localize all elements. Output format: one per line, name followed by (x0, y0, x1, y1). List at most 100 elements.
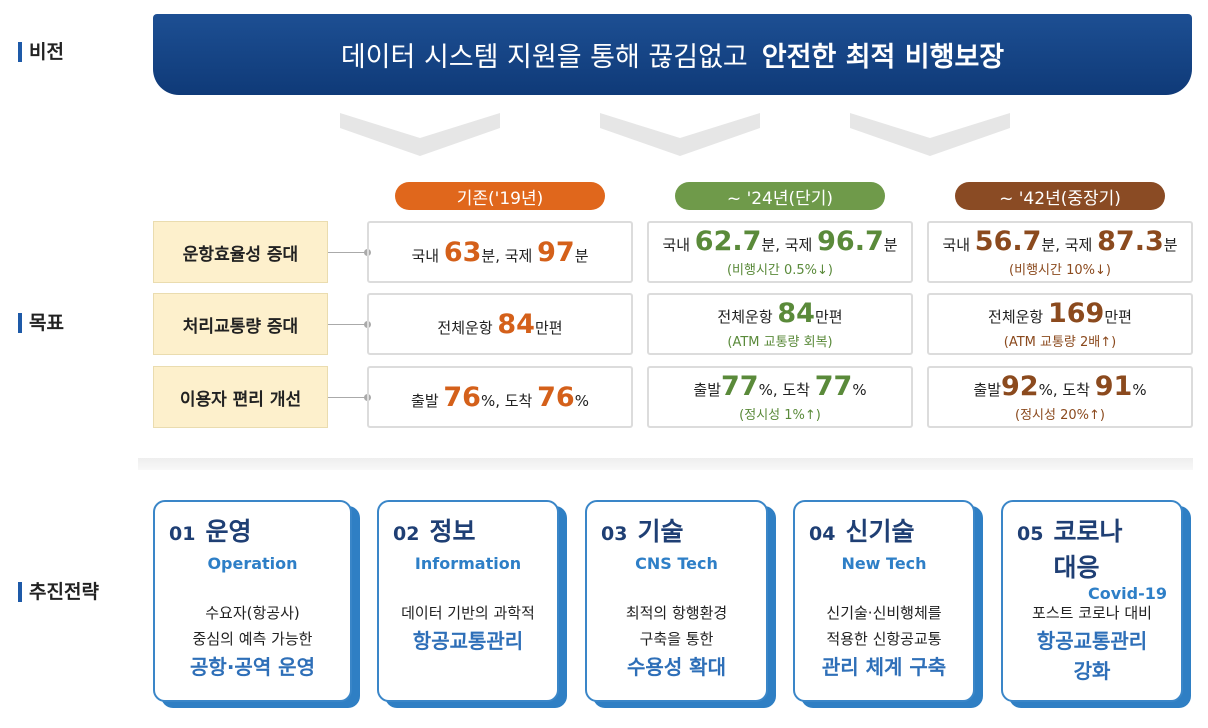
text: 국내 (662, 236, 695, 254)
cell-line: 출발 77%, 도착 77% (693, 371, 866, 402)
text: 분, 국제 (761, 236, 818, 254)
card-desc: 적용한 신항공교통 (826, 630, 942, 648)
card-highlight: 항공교통관리 (412, 629, 524, 653)
figure: 87.3 (1097, 226, 1164, 257)
period-pill: 기존('19년) (395, 182, 605, 210)
text: 국내 (942, 236, 975, 254)
goal-cell: 출발 76%, 도착 76% (367, 366, 633, 428)
cell-line: 국내 62.7 분, 국제 96.7 분 (662, 226, 897, 257)
period-pill: ~ '42년(중장기) (955, 182, 1165, 210)
text: 만편 (814, 308, 843, 326)
cell-line: 출발 76%, 도착 76% (411, 382, 589, 413)
cell-line: 전체운항 84 만편 (437, 309, 562, 340)
text: % (1132, 381, 1147, 399)
cell-line: 출발 92%, 도착 91% (973, 371, 1146, 402)
figure: 77 (814, 371, 853, 402)
card-desc: 구축을 통한 (639, 630, 714, 648)
goal-cell: 국내 56.7 분, 국제 87.3 분 (비행시간 10%↓) (927, 221, 1193, 283)
figure: 84 (777, 298, 815, 329)
figure: 84 (497, 308, 535, 340)
goal-label: 처리교통량 증대 (153, 293, 328, 355)
card-highlight: 공항·공역 운영 (190, 655, 315, 679)
chevrons (340, 113, 1010, 156)
text: 분, 국제 (1041, 236, 1098, 254)
connector (328, 397, 367, 398)
card-desc: 데이터 기반의 과학적 (401, 604, 535, 622)
card-number: 02 (393, 523, 420, 545)
goal-cell: 전체운항 169 만편 (ATM 교통량 2배↑) (927, 293, 1193, 355)
text: % (574, 391, 589, 410)
text: 분 (1163, 236, 1178, 254)
figure: 169 (1047, 298, 1105, 329)
card-desc: 중심의 예측 가능한 (192, 630, 313, 648)
card-subtitle: Information (414, 553, 522, 573)
cell-note: (ATM 교통량 회복) (727, 335, 833, 350)
card-subtitle: New Tech (841, 553, 927, 573)
strategy-card: 01 운영 Operation 수요자(항공사) 중심의 예측 가능한 공항·공역 운영 (153, 500, 352, 702)
card-subtitle: CNS Tech (635, 553, 718, 573)
goal-cell: 전체운항 84 만편 (ATM 교통량 회복) (647, 293, 913, 355)
card-body: 신기술·신비행체를 적용한 신항공교통 관리 체계 구축 (809, 600, 959, 682)
cell-line: 국내 63 분, 국제 97 분 (411, 237, 588, 268)
text: %, 도착 (480, 391, 538, 410)
card-desc: 수요자(항공사) (205, 604, 300, 622)
vision-banner: 데이터 시스템 지원을 통해 끊김없고 안전한 최적 비행보장 (153, 14, 1192, 95)
card-title: 기술 (637, 517, 684, 546)
text: 출발 (411, 391, 444, 410)
card-highlight: 항공교통관리 (1036, 629, 1148, 653)
connector (328, 252, 367, 253)
text: 출발 (693, 381, 721, 399)
strategy-card: 04 신기술 New Tech 신기술·신비행체를 적용한 신항공교통 관리 체계 구축 (793, 500, 975, 702)
card-head: 04 신기술 New Tech (809, 512, 959, 578)
card-desc: 포스트 코로나 대비 (1032, 604, 1152, 622)
card-title: 신기술 (845, 517, 915, 546)
card-title: 운영 (205, 517, 252, 546)
strategy-card: 05 코로나 대응 Covid-19 포스트 코로나 대비 항공교통관리 강화 (1001, 500, 1183, 702)
text: 전체운항 (717, 308, 778, 326)
card-desc: 최적의 항행환경 (625, 604, 728, 622)
text: % (852, 381, 867, 399)
figure: 63 (443, 236, 482, 268)
text: 만편 (1104, 308, 1132, 326)
text: 만편 (534, 318, 563, 337)
goal-cell: 국내 62.7 분, 국제 96.7 분 (비행시간 0.5%↓) (647, 221, 913, 283)
card-number: 03 (601, 523, 628, 545)
cell-line: 전체운항 84 만편 (717, 298, 842, 329)
card-subtitle: Operation (207, 553, 298, 573)
cell-note: (정시성 20%↑) (1015, 408, 1105, 423)
period-pill: ~ '24년(단기) (675, 182, 885, 210)
card-highlight: 수용성 확대 (627, 655, 726, 679)
card-head: 02 정보 Information (393, 512, 543, 578)
figure: 77 (721, 371, 759, 402)
figure: 96.7 (817, 226, 884, 257)
vision-emphasis: 안전한 최적 비행보장 (761, 42, 1005, 73)
text: %, 도착 (1038, 381, 1095, 399)
section-label: 추진전략 (18, 582, 99, 602)
section-label: 목표 (18, 313, 64, 333)
cell-line: 전체운항 169 만편 (988, 298, 1132, 329)
card-subtitle: Covid-19 (1087, 584, 1167, 603)
cell-line: 국내 56.7 분, 국제 87.3 분 (942, 226, 1177, 257)
card-highlight: 강화 (1073, 659, 1111, 683)
text: 출발 (973, 381, 1001, 399)
goal-cell: 전체운항 84 만편 (367, 293, 633, 355)
cell-note: (비행시간 0.5%↓) (726, 263, 834, 278)
text: 분 (574, 246, 589, 265)
card-title: 코로나 대응 (1053, 517, 1123, 582)
text: 국내 (411, 246, 444, 265)
card-desc: 신기술·신비행체를 (826, 604, 942, 622)
card-number: 04 (809, 523, 836, 545)
section-label: 비전 (18, 42, 64, 62)
card-head: 01 운영 Operation (169, 512, 336, 578)
cell-note: (ATM 교통량 2배↑) (1003, 335, 1117, 350)
cell-note: (정시성 1%↑) (739, 408, 821, 423)
goal-cell: 출발 92%, 도착 91% (정시성 20%↑) (927, 366, 1193, 428)
figure: 92 (1001, 371, 1039, 402)
figure: 56.7 (974, 226, 1042, 257)
goal-label: 이용자 편리 개선 (153, 366, 328, 428)
